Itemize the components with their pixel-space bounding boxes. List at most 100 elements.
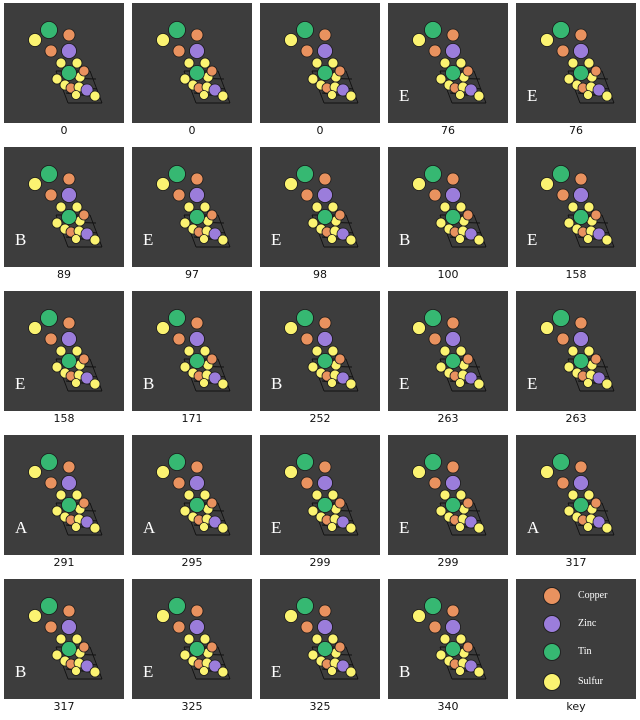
zinc-atom (80, 371, 94, 385)
panel-tag: E (399, 374, 410, 393)
sulfur-atom (71, 522, 81, 532)
copper-atom (462, 641, 474, 653)
tin-swatch (543, 643, 561, 661)
zinc-atom (61, 43, 77, 59)
sulfur-atom (473, 90, 485, 102)
panel-caption: 317 (53, 700, 75, 713)
zinc-atom (61, 187, 77, 203)
sulfur-atom (71, 57, 83, 69)
tin-atom (40, 309, 58, 327)
panel-tag: A (143, 518, 156, 537)
sulfur-atom (199, 90, 209, 100)
sulfur-atom (156, 177, 170, 191)
sulfur-atom (439, 201, 451, 213)
sulfur-atom (345, 378, 357, 390)
sulfur-atom (156, 33, 170, 47)
sulfur-atom (327, 522, 337, 532)
sulfur-atom (439, 345, 451, 357)
panel-caption: 263 (565, 412, 587, 425)
copper-atom (556, 332, 570, 346)
zinc-atom (208, 659, 222, 673)
zinc-atom (317, 43, 333, 59)
zinc-atom (336, 659, 350, 673)
copper-atom (334, 65, 346, 77)
panel-tag: B (15, 230, 27, 249)
sulfur-atom (439, 489, 451, 501)
tin-atom (424, 597, 442, 615)
sulfur-atom (601, 522, 613, 534)
copper-atom (318, 460, 332, 474)
sulfur-atom (71, 201, 83, 213)
structure-panel: B (4, 147, 124, 267)
sulfur-atom (563, 505, 575, 517)
copper-atom (428, 332, 442, 346)
panel-caption: 263 (437, 412, 459, 425)
sulfur-atom (183, 345, 195, 357)
zinc-atom (208, 83, 222, 97)
copper-atom (44, 476, 58, 490)
tin-atom (168, 453, 186, 471)
panel-caption: 100 (437, 268, 459, 281)
structure-cell: B 89 (4, 147, 124, 281)
tin-atom (40, 21, 58, 39)
structure-cell: 0 (132, 3, 252, 137)
copper-atom (334, 353, 346, 365)
copper-atom (172, 476, 186, 490)
panel-tag: E (271, 662, 282, 681)
copper-atom (62, 28, 76, 42)
sulfur-atom (540, 321, 554, 335)
zinc-atom (464, 515, 478, 529)
tin-atom (168, 165, 186, 183)
copper-atom (318, 28, 332, 42)
zinc-atom (592, 227, 606, 241)
sulfur-atom (455, 57, 467, 69)
structure-cell: B 317 (4, 579, 124, 713)
crystal-structure-diagram (284, 21, 359, 104)
tin-atom (552, 453, 570, 471)
structure-cell: E 263 (388, 291, 508, 425)
copper-atom (62, 604, 76, 618)
copper-atom (590, 209, 602, 221)
sulfur-atom (156, 609, 170, 623)
tin-atom (317, 497, 333, 513)
copper-atom (300, 476, 314, 490)
copper-atom (78, 209, 90, 221)
copper-atom (590, 353, 602, 365)
copper-atom (300, 188, 314, 202)
copper-atom (206, 497, 218, 509)
sulfur-atom (55, 201, 67, 213)
sulfur-atom (435, 505, 447, 517)
sulfur-atom (307, 217, 319, 229)
sulfur-atom (71, 666, 81, 676)
tin-atom (573, 209, 589, 225)
panel-caption: 89 (57, 268, 71, 281)
sulfur-atom (28, 33, 42, 47)
copper-atom (590, 497, 602, 509)
sulfur-atom (89, 378, 101, 390)
zinc-atom (189, 619, 205, 635)
sulfur-atom (51, 73, 63, 85)
key-label: Copper (578, 590, 608, 601)
sulfur-atom (455, 90, 465, 100)
crystal-structure-diagram (540, 453, 615, 536)
zinc-atom (80, 659, 94, 673)
zinc-atom (317, 187, 333, 203)
panel-caption: 0 (60, 124, 68, 137)
zinc-atom (208, 371, 222, 385)
crystal-structure-diagram (156, 165, 231, 248)
copper-atom (574, 172, 588, 186)
copper-atom (78, 497, 90, 509)
structure-cell: E 325 (132, 579, 252, 713)
sulfur-atom (563, 217, 575, 229)
crystal-structure-diagram (28, 309, 103, 392)
zinc-atom (464, 659, 478, 673)
sulfur-atom (217, 234, 229, 246)
panel-tag: B (399, 662, 411, 681)
sulfur-atom (563, 73, 575, 85)
panel-caption: 291 (53, 556, 75, 569)
sulfur-atom (455, 201, 467, 213)
copper-atom (44, 620, 58, 634)
copper-atom (446, 460, 460, 474)
sulfur-atom (51, 361, 63, 373)
